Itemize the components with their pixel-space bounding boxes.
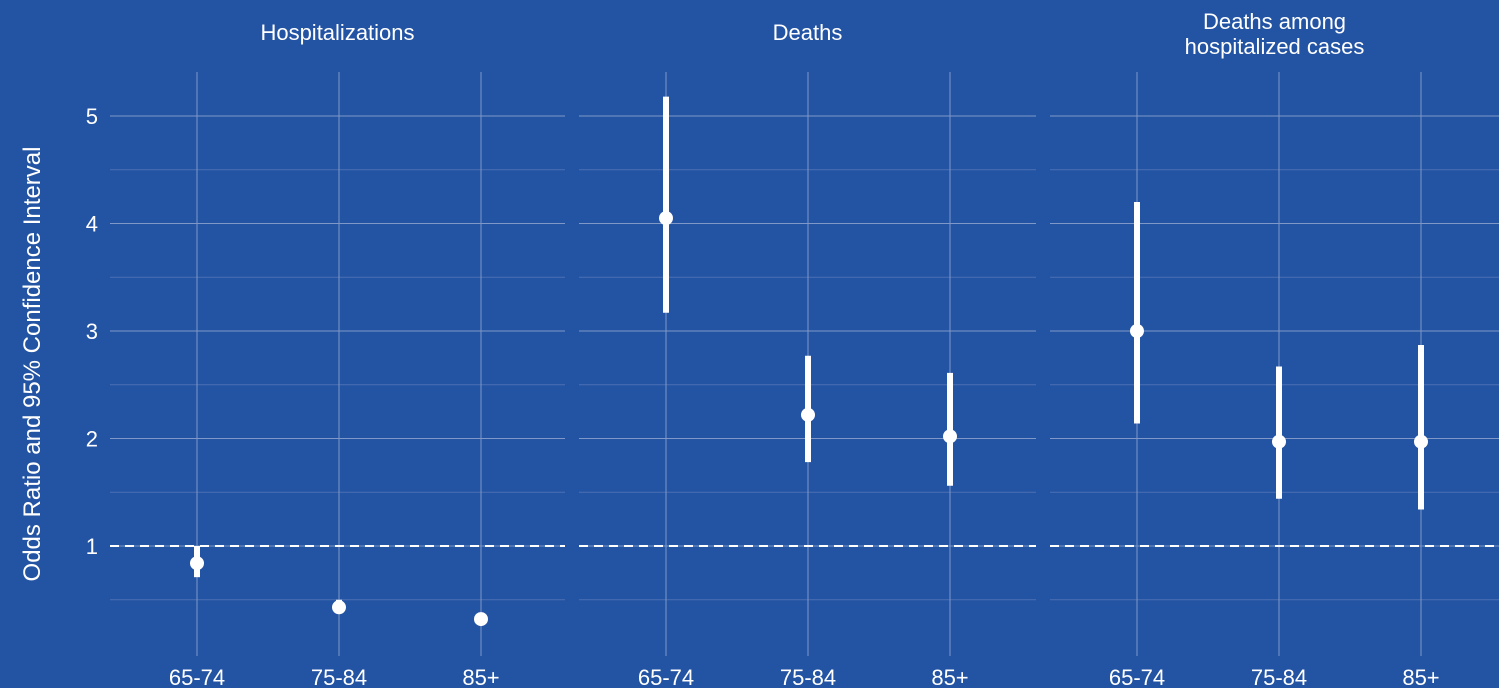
panel-title: Hospitalizations <box>260 20 414 45</box>
y-tick-label: 4 <box>86 212 98 237</box>
facet-panel: Deaths 65-74 75-84 85+ <box>579 20 1036 688</box>
odds-ratio-point <box>190 556 204 571</box>
facet-panel: Hospitalizations 65-74 75-84 85+ <box>110 20 565 688</box>
x-tick-label: 65-74 <box>638 665 694 688</box>
y-axis-label: Odds Ratio and 95% Confidence Interval <box>19 147 46 582</box>
odds-ratio-point <box>332 600 346 615</box>
x-tick-label: 85+ <box>931 665 968 688</box>
y-tick-label: 3 <box>86 319 98 344</box>
odds-ratio-point <box>659 211 673 226</box>
x-tick-label: 85+ <box>1402 665 1439 688</box>
x-tick-label: 65-74 <box>169 665 225 688</box>
panel-title-line: Deaths among <box>1203 9 1346 34</box>
x-tick-label: 65-74 <box>1109 665 1165 688</box>
x-tick-label: 75-84 <box>780 665 836 688</box>
y-tick-label: 1 <box>86 534 98 559</box>
odds-ratio-point <box>474 612 488 627</box>
x-tick-label: 85+ <box>462 665 499 688</box>
x-tick-label: 75-84 <box>1251 665 1307 688</box>
y-tick-label: 2 <box>86 427 98 452</box>
odds-ratio-point <box>943 429 957 444</box>
x-tick-label: 75-84 <box>311 665 367 688</box>
panel-title-line: hospitalized cases <box>1185 34 1365 59</box>
odds-ratio-point <box>1414 434 1428 449</box>
odds-ratio-point <box>801 407 815 422</box>
odds-ratio-point <box>1272 434 1286 449</box>
y-tick-label: 5 <box>86 104 98 129</box>
panel-title: Deaths <box>773 20 843 45</box>
odds-ratio-point <box>1130 324 1144 338</box>
